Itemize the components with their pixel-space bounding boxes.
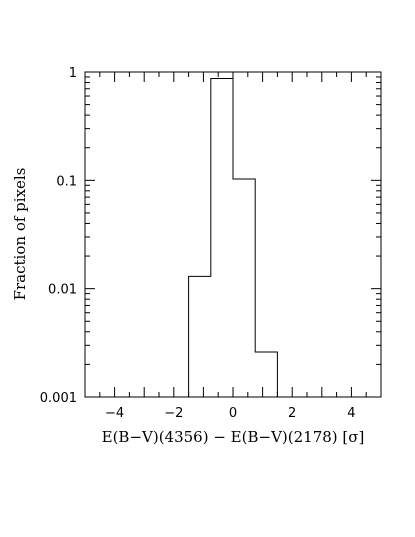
x-tick-label: −4 (105, 406, 124, 421)
histogram-bin (189, 276, 211, 397)
x-tick-label: −2 (164, 406, 183, 421)
x-tick-labels: −4 −2 0 2 4 (105, 406, 356, 421)
x-tick-label: 0 (229, 406, 237, 421)
axis-ticks (84, 71, 382, 398)
y-tick-label: 0.01 (48, 283, 77, 298)
y-tick-label: 0.1 (56, 174, 77, 189)
histogram-bin (255, 352, 277, 397)
y-tick-label: 1 (69, 66, 77, 81)
y-axis-label: Fraction of pixels (11, 168, 29, 301)
histogram-steps (188, 78, 278, 397)
x-tick-label: 2 (288, 406, 296, 421)
histogram-bin (233, 179, 255, 397)
x-tick-label: 4 (347, 406, 355, 421)
histogram-bin (211, 79, 233, 397)
x-axis-label: E(B−V)(4356) − E(B−V)(2178) [σ] (102, 428, 365, 446)
y-tick-labels: 0.001 0.01 0.1 1 (40, 66, 77, 406)
y-tick-label: 0.001 (40, 391, 77, 406)
